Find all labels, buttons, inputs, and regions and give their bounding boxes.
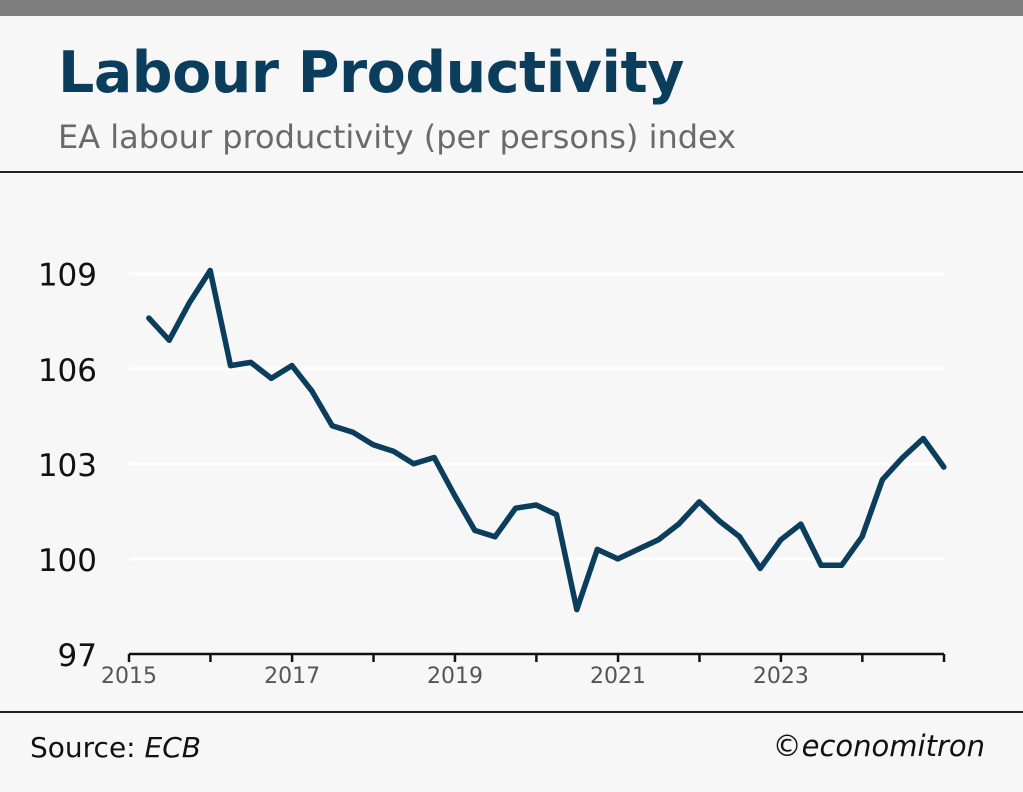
x-tick-label: 2023 (753, 664, 809, 689)
data-point (676, 521, 682, 527)
data-point (900, 454, 906, 461)
data-point (492, 534, 498, 540)
y-tick-label: 109 (38, 258, 97, 294)
chart-subtitle: EA labour productivity (per persons) ind… (58, 118, 737, 156)
x-tick-label: 2017 (264, 664, 320, 689)
y-tick-label: 100 (38, 543, 97, 579)
footer-divider (0, 711, 1023, 713)
chart-title: Labour Productivity (58, 40, 684, 106)
data-point (818, 562, 824, 568)
data-point (472, 527, 478, 533)
data-point (615, 556, 621, 562)
source-label: Source: (30, 731, 136, 764)
y-tick-label: 106 (38, 353, 97, 389)
data-point (166, 337, 172, 343)
credit-label: ©economitron (772, 729, 985, 763)
data-point (329, 423, 335, 429)
data-point (655, 537, 661, 543)
data-point (798, 521, 804, 527)
data-point (920, 435, 926, 442)
data-point (370, 442, 376, 448)
x-tick-label: 2019 (427, 664, 483, 689)
data-point (452, 492, 458, 499)
data-point (696, 499, 702, 505)
data-point (553, 511, 560, 518)
data-point (859, 534, 865, 540)
data-point (941, 464, 947, 470)
data-point (737, 534, 743, 540)
data-point (390, 448, 396, 454)
data-point (838, 562, 845, 568)
data-point (248, 359, 254, 366)
series-line (146, 267, 947, 613)
data-point (778, 537, 784, 543)
data-point (309, 388, 315, 394)
data-point (289, 363, 295, 369)
data-point (146, 315, 152, 321)
data-point (207, 267, 213, 274)
data-point (533, 502, 539, 508)
data-point (757, 565, 763, 572)
x-tick-label: 2015 (101, 664, 157, 689)
data-point (411, 461, 417, 467)
data-point (431, 454, 437, 461)
data-point (594, 546, 600, 553)
line-chart: 97 100 103 106 109 2015 2017 2019 2021 2023 (38, 258, 947, 689)
data-point (350, 429, 356, 435)
top-bar (0, 0, 1023, 16)
y-tick-label: 103 (38, 448, 97, 484)
data-point (227, 363, 234, 369)
data-point (574, 607, 580, 613)
source-value: ECB (144, 731, 201, 764)
data-point (187, 299, 193, 305)
x-tick-label: 2021 (590, 664, 646, 689)
data-point (513, 505, 519, 511)
data-point (268, 375, 274, 381)
header-divider (0, 171, 1023, 173)
y-tick-label: 97 (58, 638, 97, 674)
data-point (879, 477, 886, 483)
source-note: Source: ECB (30, 731, 201, 764)
data-point (635, 546, 641, 553)
data-point (716, 518, 722, 524)
